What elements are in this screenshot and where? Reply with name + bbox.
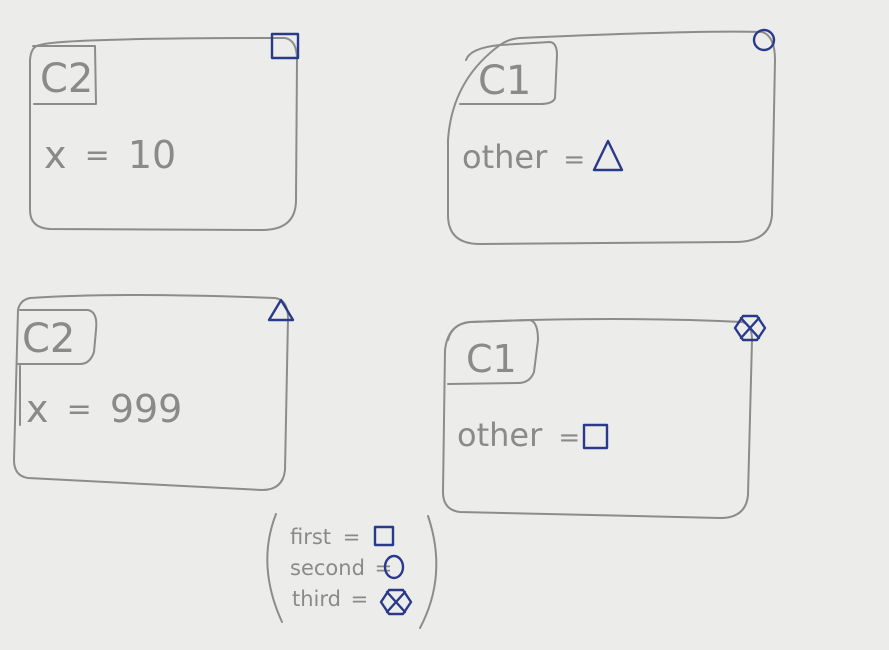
triangle-value-icon [592, 139, 624, 172]
legend-right-paren [419, 515, 438, 629]
field-name: other [457, 416, 543, 454]
object-box-c2-first: C2 x = 10 [29, 32, 300, 231]
class-tag-outline [459, 41, 558, 105]
class-tag-outline [447, 319, 539, 385]
class-tag-outline [32, 45, 97, 105]
object-box-outline [447, 30, 776, 245]
legend-third-label: third [292, 587, 341, 611]
legend-first-label: first [290, 525, 331, 549]
svg-text:x = 999: x = 999 [26, 384, 182, 431]
equals-sign: = [85, 138, 110, 173]
legend-first-eq: = [343, 525, 361, 549]
field-value: 10 [128, 133, 176, 177]
object-box-outline [29, 37, 298, 231]
legend-third-eq: = [351, 587, 369, 611]
object-box-c1-second: C1 other = [442, 314, 767, 519]
class-label: C1 [478, 58, 531, 104]
legend-hexagon-cross-icon [379, 588, 413, 616]
square-value-icon [582, 423, 609, 450]
field-name: x [26, 387, 49, 431]
legend-square-icon [373, 525, 395, 547]
legend-left-paren [266, 513, 283, 623]
equals-sign: = [558, 423, 580, 453]
object-box-c1-first: C1 other = [447, 28, 776, 245]
equals-sign: = [563, 145, 585, 175]
field-name: x [44, 133, 67, 177]
svg-text:other =: other = [457, 416, 580, 454]
circle-marker-icon [752, 28, 776, 52]
svg-text:other =: other = [462, 138, 585, 176]
field-name: other [462, 138, 548, 176]
field-value: 999 [110, 387, 183, 431]
svg-text:second =: second = [290, 556, 392, 580]
hexagon-cross-marker-icon [733, 314, 767, 342]
svg-text:third =: third = [292, 587, 368, 611]
legend-second-label: second [290, 556, 365, 580]
class-label: C2 [40, 56, 93, 102]
class-label: C2 [22, 316, 75, 362]
svg-text:x = 10: x = 10 [44, 130, 176, 177]
square-marker-icon [270, 32, 300, 60]
legend: first = second = third = [266, 513, 438, 629]
object-box-outline [442, 318, 753, 519]
svg-text:first =: first = [290, 525, 360, 549]
class-tag-outline [17, 309, 98, 365]
triangle-marker-icon [267, 298, 295, 322]
legend-circle-icon [383, 554, 405, 580]
equals-sign: = [67, 392, 92, 427]
class-label: C1 [466, 337, 517, 381]
object-box-outline [13, 294, 289, 491]
object-box-c2-second: C2 x = 999 [13, 294, 295, 491]
